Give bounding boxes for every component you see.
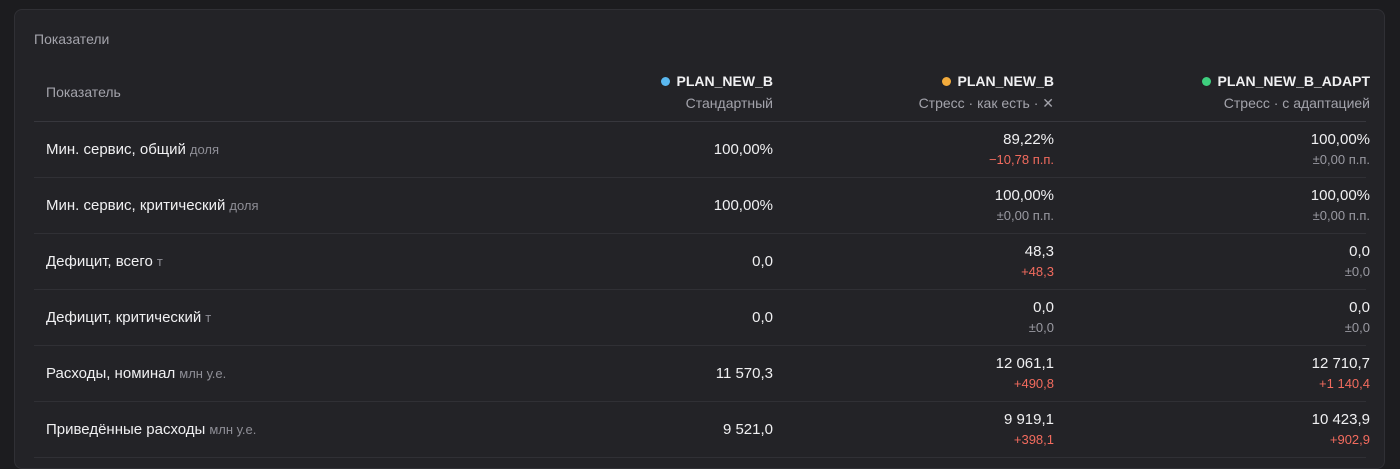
series-dot-icon	[941, 77, 951, 86]
base-value: 100,00%	[713, 141, 773, 158]
row-unit: доля	[189, 142, 220, 157]
row-label: Мин. сервис, общий	[46, 141, 186, 158]
table-row: Приведённые расходы млн у.е. 9 521,0 9 91…	[34, 402, 1370, 458]
column-subtitle: Стресс · как есть ·	[918, 95, 1043, 111]
stress-value: 48,3	[1024, 243, 1054, 260]
adapt-value: 100,00%	[1310, 187, 1370, 204]
column-header-stress-adapt: PLAN_NEW_B_ADAPT Стресс · с адаптацией	[1201, 73, 1370, 111]
row-unit: т	[156, 254, 163, 269]
stress-delta: ±0,00 п.п.	[996, 208, 1054, 223]
row-unit: т	[205, 310, 212, 325]
row-unit: млн у.е.	[179, 366, 227, 381]
adapt-value: 10 423,9	[1311, 411, 1370, 428]
column-name: PLAN_NEW_B	[676, 73, 773, 89]
stress-delta: +48,3	[1021, 264, 1054, 279]
adapt-value: 0,0	[1349, 243, 1370, 260]
adapt-delta: +1 140,4	[1319, 376, 1370, 391]
stress-value: 12 061,1	[995, 355, 1054, 372]
stress-value: 9 919,1	[1003, 411, 1054, 428]
row-unit: млн у.е.	[209, 422, 257, 437]
remove-column-close-icon[interactable]: ✕	[1042, 95, 1054, 111]
row-label: Расходы, номинал	[46, 365, 176, 382]
column-name: PLAN_NEW_B	[957, 73, 1054, 89]
header-indicator-label: Показатель	[46, 84, 121, 100]
table-header: Показатель PLAN_NEW_B Стандартный PLAN_N…	[34, 65, 1370, 122]
stress-value: 100,00%	[994, 187, 1054, 204]
row-label: Дефицит, критический	[46, 309, 202, 326]
adapt-delta: ±0,00 п.п.	[1312, 208, 1370, 223]
row-label: Приведённые расходы	[46, 421, 206, 438]
row-unit: доля	[229, 198, 259, 213]
table-row: Дефицит, всего т 0,0 48,3 +48,3 0,0 ±0,0	[34, 234, 1370, 290]
stress-delta: ±0,0	[1028, 320, 1054, 335]
adapt-value: 12 710,7	[1311, 355, 1370, 372]
series-dot-icon	[660, 77, 670, 86]
stress-delta: +398,1	[1013, 432, 1054, 447]
stress-value: 89,22%	[1003, 131, 1054, 148]
table-row: Мин. сервис, критический доля 100,00% 100…	[34, 178, 1370, 234]
adapt-delta: +902,9	[1329, 432, 1370, 447]
row-label: Мин. сервис, критический	[46, 197, 226, 214]
table-row: Расходы, номинал млн у.е. 11 570,3 12 061…	[34, 346, 1370, 402]
column-subtitle: Стандартный	[685, 95, 773, 111]
stress-value: 0,0	[1033, 299, 1054, 316]
adapt-delta: ±0,00 п.п.	[1312, 152, 1370, 167]
base-value: 0,0	[752, 253, 773, 270]
series-dot-icon	[1201, 77, 1211, 86]
table-row: Дефицит, критический т 0,0 0,0 ±0,0 0,0 ±0,…	[34, 290, 1370, 346]
base-value: 0,0	[752, 309, 773, 326]
column-header-stress: PLAN_NEW_B Стресс · как есть · ✕	[919, 73, 1054, 112]
stress-delta: −10,78 п.п.	[988, 152, 1054, 167]
table-row: Мин. сервис, общий доля 100,00% 89,22% −10…	[34, 122, 1370, 178]
indicators-table: Показатель PLAN_NEW_B Стандартный PLAN_N…	[34, 65, 1370, 458]
column-subtitle: Стресс · с адаптацией	[1223, 95, 1370, 111]
base-value: 100,00%	[713, 197, 773, 214]
indicators-panel: Показатели Показатель PLAN_NEW_B Стандар…	[14, 9, 1385, 469]
adapt-delta: ±0,0	[1344, 264, 1370, 279]
adapt-value: 100,00%	[1310, 131, 1370, 148]
row-label: Дефицит, всего	[46, 253, 153, 270]
panel-title: Показатели	[34, 31, 110, 47]
base-value: 9 521,0	[722, 421, 773, 438]
column-name: PLAN_NEW_B_ADAPT	[1217, 73, 1370, 89]
adapt-delta: ±0,0	[1344, 320, 1370, 335]
adapt-value: 0,0	[1349, 299, 1370, 316]
column-header-standard: PLAN_NEW_B Стандартный	[660, 73, 773, 111]
base-value: 11 570,3	[715, 365, 773, 382]
stress-delta: +490,8	[1013, 376, 1054, 391]
